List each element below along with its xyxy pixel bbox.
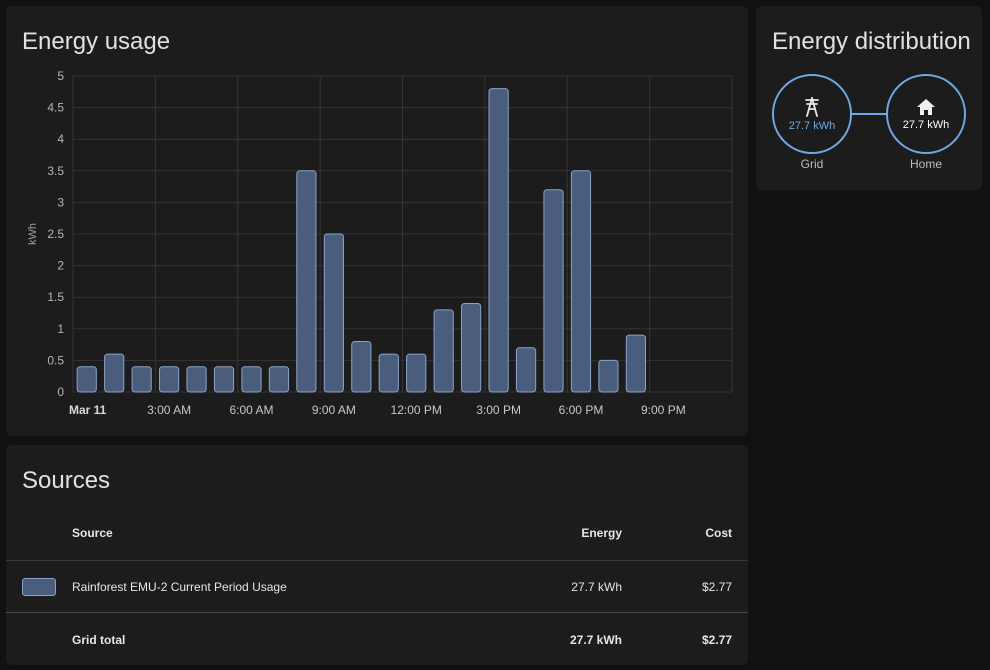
bar[interactable] bbox=[268, 366, 290, 393]
source-name: Rainforest EMU-2 Current Period Usage bbox=[72, 580, 287, 594]
energy-usage-chart[interactable]: 0 0.5 1 1.5 2 2.5 3 3.5 4 4.5 5 kWh Mar 11 3:00 AM 6:0… bbox=[6, 6, 748, 436]
bar[interactable] bbox=[323, 233, 344, 393]
bar[interactable] bbox=[296, 170, 317, 393]
bar[interactable] bbox=[351, 340, 372, 393]
y-tick-label: 4.5 bbox=[47, 101, 64, 115]
home-value: 27.7 kWh bbox=[902, 118, 950, 131]
y-axis-label: kWh bbox=[27, 223, 39, 245]
bar[interactable] bbox=[104, 353, 125, 393]
sources-card: Sources Source Energy Cost Rainforest EM… bbox=[6, 445, 748, 665]
x-tick-label: Mar 11 bbox=[69, 403, 107, 417]
x-tick-label: 3:00 PM bbox=[476, 403, 521, 417]
bar[interactable] bbox=[158, 366, 180, 393]
home-caption: Home bbox=[909, 157, 942, 171]
energy-distribution-title: Energy distribution bbox=[772, 28, 971, 55]
energy-usage-card: Energy usage 0 0.5 1 1.5 2 2.5 3 3.5 4 4.5 5 kWh Mar… bbox=[6, 6, 748, 436]
bar[interactable] bbox=[433, 309, 454, 393]
y-tick-label: 0 bbox=[57, 385, 64, 399]
grid-value: 27.7 kWh bbox=[788, 119, 836, 132]
cost-column-header: Cost bbox=[705, 526, 732, 540]
grid-caption: Grid bbox=[800, 157, 824, 171]
y-tick-label: 3 bbox=[57, 195, 64, 209]
bar[interactable] bbox=[378, 353, 399, 393]
grid-total-cost: $2.77 bbox=[701, 633, 732, 647]
grid-total-label: Grid total bbox=[72, 633, 126, 647]
energy-column-header: Energy bbox=[581, 526, 622, 540]
grid-total-energy: 27.7 kWh bbox=[569, 633, 622, 647]
table-divider bbox=[6, 560, 748, 561]
home-icon bbox=[917, 98, 935, 115]
source-energy: 27.7 kWh bbox=[571, 580, 622, 594]
home-node[interactable]: 27.7 kWh bbox=[886, 74, 966, 154]
x-tick-label: 12:00 PM bbox=[391, 403, 442, 417]
bar[interactable] bbox=[406, 353, 427, 393]
bar[interactable] bbox=[213, 366, 235, 393]
bar[interactable] bbox=[598, 359, 619, 393]
sources-title: Sources bbox=[22, 467, 111, 494]
y-tick-label: 2 bbox=[57, 259, 64, 273]
bar[interactable] bbox=[131, 366, 152, 393]
grid-home-flow-line bbox=[852, 113, 886, 115]
energy-usage-title: Energy usage bbox=[22, 28, 171, 55]
bar[interactable] bbox=[625, 334, 647, 393]
x-tick-label: 6:00 PM bbox=[559, 403, 604, 417]
source-column-header: Source bbox=[72, 526, 113, 540]
x-tick-label: 6:00 AM bbox=[229, 403, 273, 417]
bar[interactable] bbox=[488, 88, 509, 393]
y-tick-label: 3.5 bbox=[47, 164, 64, 178]
source-cost: $2.77 bbox=[701, 580, 732, 594]
grid-node[interactable]: 27.7 kWh bbox=[772, 74, 852, 154]
y-tick-label: 1 bbox=[57, 322, 64, 336]
bar[interactable] bbox=[241, 366, 262, 393]
bar[interactable] bbox=[515, 347, 537, 393]
y-tick-label: 5 bbox=[57, 69, 64, 83]
bar[interactable] bbox=[186, 366, 207, 393]
bar[interactable] bbox=[461, 303, 482, 393]
energy-distribution-card: Energy distribution 27.7 kWh Grid 27.7 k… bbox=[756, 6, 982, 190]
bar[interactable] bbox=[543, 189, 564, 393]
x-tick-label: 9:00 AM bbox=[312, 403, 356, 417]
y-tick-label: 4 bbox=[57, 132, 64, 146]
y-tick-label: 1.5 bbox=[47, 290, 64, 304]
transmission-tower-icon bbox=[805, 96, 819, 117]
source-color-swatch bbox=[22, 578, 56, 596]
bar[interactable] bbox=[76, 366, 97, 393]
bar[interactable] bbox=[570, 170, 592, 393]
y-tick-label: 0.5 bbox=[47, 353, 64, 367]
x-tick-label: 9:00 PM bbox=[641, 403, 686, 417]
y-tick-label: 2.5 bbox=[47, 227, 64, 241]
x-tick-label: 3:00 AM bbox=[147, 403, 191, 417]
table-divider bbox=[6, 612, 748, 613]
